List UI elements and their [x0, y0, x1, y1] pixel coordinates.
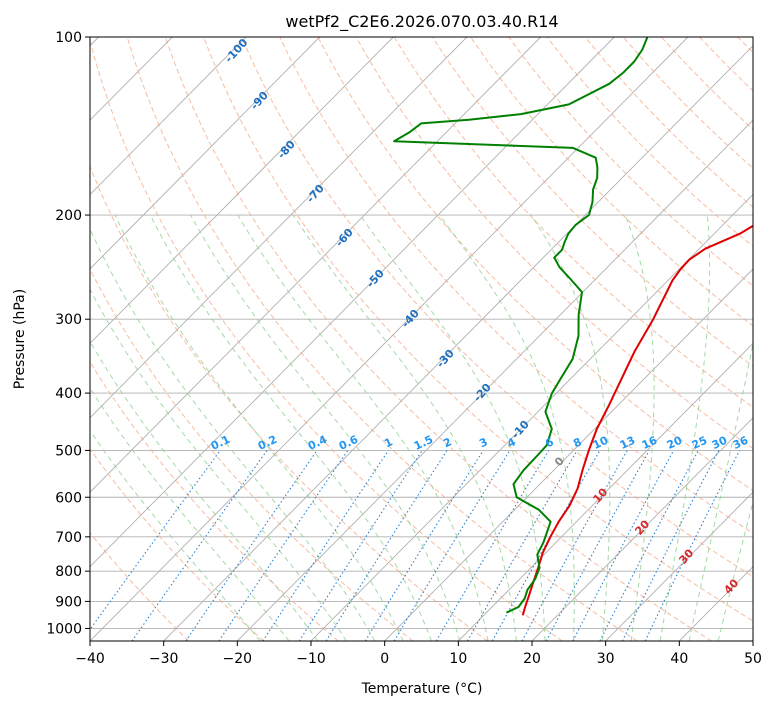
moist-adiabat-line — [90, 340, 319, 641]
x-tick-label: 20 — [523, 651, 541, 667]
temperature-profile-line — [521, 224, 753, 616]
y-axis: 100 200 300 400 500 600 700 800 900 1000 — [46, 30, 90, 637]
mixing-ratio-line — [131, 450, 268, 641]
dry-adiabat-line — [470, 37, 753, 327]
y-tick-label: 500 — [55, 443, 82, 459]
dry-adiabat-line — [164, 37, 712, 641]
isotherm-line — [90, 37, 541, 493]
y-tick-label: 100 — [55, 30, 82, 46]
isotherm-line — [90, 37, 247, 196]
y-tick-label: 1000 — [46, 621, 82, 637]
x-tick-label: 50 — [744, 651, 762, 667]
mixing-ratio-line — [521, 450, 628, 641]
isotherm-line — [531, 417, 753, 641]
mixing-ratio-line — [364, 450, 484, 641]
mixing-ratio-line — [185, 450, 318, 641]
moist-adiabat-line — [530, 214, 611, 641]
moist-adiabat-line — [292, 214, 517, 641]
mixing-ratio-line — [644, 450, 741, 641]
y-tick-label: 800 — [55, 564, 82, 580]
mixing-ratio-line — [90, 450, 221, 631]
y-tick-label: 600 — [55, 490, 82, 506]
dewpoint-profile-line — [393, 37, 649, 614]
x-tick-label: 40 — [670, 651, 688, 667]
isotherm-line — [90, 37, 394, 344]
x-tick-label: 10 — [449, 651, 467, 667]
mixing-ratio-label: 16 — [640, 434, 660, 452]
x-tick-label: 30 — [597, 651, 615, 667]
y-tick-label: 400 — [55, 386, 82, 402]
y-tick-label: 300 — [55, 312, 82, 328]
y-tick-label: 700 — [55, 530, 82, 546]
x-axis-label: Temperature (°C) — [361, 681, 483, 697]
dry-adiabat-line — [355, 37, 753, 450]
moist-adiabat-line — [688, 341, 753, 641]
mixing-ratio-label: 20 — [665, 434, 685, 452]
mixing-ratio-line — [325, 450, 448, 641]
dry-adiabat-line — [431, 37, 753, 367]
moist-adiabat-line — [90, 429, 261, 641]
dry-adiabat-line — [279, 37, 753, 534]
x-tick-label: −10 — [296, 651, 326, 667]
moist-adiabat-line — [624, 214, 655, 641]
x-tick-label: −30 — [149, 651, 179, 667]
series-layer — [393, 37, 753, 616]
mixing-ratio-label: 25 — [690, 434, 709, 452]
dry-adiabat-line — [90, 165, 488, 641]
dry-adiabat-line — [90, 448, 264, 641]
chart-title: wetPf2_C2E6.2026.070.03.40.R14 — [285, 12, 558, 32]
isotherm-line — [90, 37, 615, 568]
mixing-ratio-line — [218, 450, 349, 641]
dry-adiabat-line — [90, 268, 414, 641]
x-tick-label: −20 — [223, 651, 253, 667]
mixing-ratio-label: 10 — [591, 434, 611, 452]
moist-adiabat-line — [439, 214, 575, 641]
mixing-ratio-label: 36 — [731, 434, 751, 452]
mixing-ratio-line — [262, 450, 389, 641]
isotherm-line — [90, 37, 689, 641]
moist-adiabat-line — [90, 227, 376, 641]
mixing-ratio-line — [621, 450, 720, 641]
x-tick-label: −40 — [75, 651, 105, 667]
moist-adiabat-line — [237, 214, 489, 641]
y-tick-label: 900 — [55, 594, 82, 610]
mixing-ratio-label: 13 — [618, 434, 637, 452]
dry-adiabat-line — [90, 532, 190, 641]
moist-adiabat-line — [717, 500, 753, 641]
moist-adiabat-line — [659, 214, 711, 641]
moist-adiabat-line — [190, 214, 461, 641]
isotherm-line — [458, 342, 753, 641]
isotherm-line — [90, 37, 468, 419]
y-tick-label: 200 — [55, 208, 82, 224]
moist-adiabat-line — [359, 214, 546, 641]
mixing-ratio-line — [298, 450, 423, 641]
dry-adiabat-line — [203, 37, 753, 622]
isotherm-line — [605, 491, 753, 641]
x-tick-label: 0 — [380, 651, 389, 667]
plot-frame — [89, 36, 754, 642]
isotherm-line — [237, 119, 753, 641]
isotherm-line — [384, 268, 753, 641]
moist-adiabat-line — [149, 214, 432, 641]
mixing-ratio-line — [545, 450, 650, 641]
moist-adiabat-line — [90, 288, 347, 641]
mixing-ratio-label: 30 — [710, 434, 730, 452]
grid-layer — [90, 37, 753, 641]
y-axis-label: Pressure (hPa) — [12, 289, 28, 389]
mixing-ratio-line — [393, 450, 511, 641]
isotherm-line — [163, 45, 753, 641]
dry-adiabat-line — [317, 37, 753, 492]
isotherm-line — [90, 37, 320, 270]
x-axis: −40 −30 −20 −10 0 10 20 30 40 50 — [75, 641, 762, 667]
